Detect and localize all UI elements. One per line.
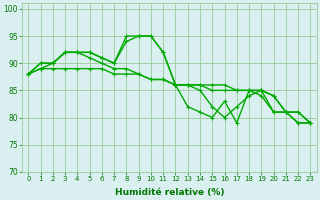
X-axis label: Humidité relative (%): Humidité relative (%) — [115, 188, 224, 197]
